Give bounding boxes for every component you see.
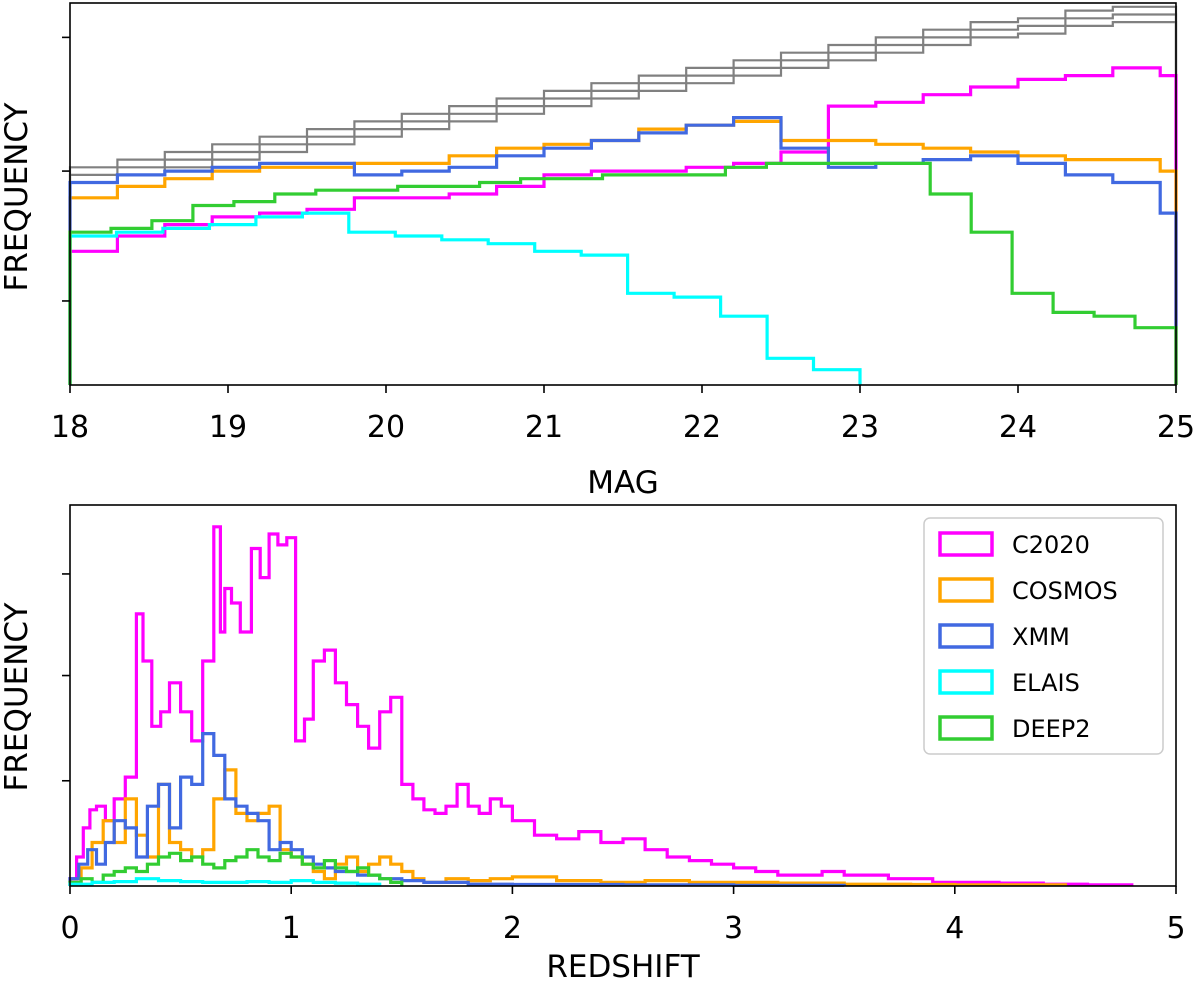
x-tick-label: 0 bbox=[60, 911, 79, 946]
legend: C2020 COSMOS XMM ELAIS DEEP2 bbox=[923, 517, 1164, 755]
x-tick-label: 24 bbox=[999, 410, 1037, 445]
redshift-series-elais bbox=[68, 877, 382, 886]
legend-frame bbox=[923, 517, 1164, 755]
redshift-series-cosmos bbox=[68, 768, 1067, 887]
x-tick-label: 4 bbox=[945, 911, 964, 946]
mag-series-cosmos bbox=[68, 119, 1178, 385]
legend-label-deep2: DEEP2 bbox=[1012, 715, 1091, 743]
redshift-x-ticks: 0 1 2 3 4 5 bbox=[60, 886, 1186, 946]
x-tick-label: 1 bbox=[282, 911, 301, 946]
reference-step-line bbox=[68, 21, 1178, 385]
mag-series-elais bbox=[68, 211, 862, 385]
legend-label-elais: ELAIS bbox=[1012, 669, 1080, 697]
redshift-plot-frame bbox=[69, 504, 1177, 887]
redshift-series-c2020 bbox=[68, 525, 1134, 887]
x-tick-label: 25 bbox=[1157, 410, 1195, 445]
legend-label-cosmos: COSMOS bbox=[1012, 577, 1118, 605]
mag-panel: 18 19 20 21 22 23 24 25 MAG FREQUENCY bbox=[0, 2, 1195, 501]
redshift-x-axis-label: REDSHIFT bbox=[546, 949, 700, 985]
redshift-series-deep2 bbox=[68, 848, 404, 886]
x-tick-label: 23 bbox=[841, 410, 879, 445]
mag-y-ticks bbox=[62, 36, 70, 302]
legend-label-c2020: C2020 bbox=[1012, 531, 1090, 559]
mag-x-ticks: 18 19 20 21 22 23 24 25 bbox=[51, 385, 1195, 445]
mag-plot-frame bbox=[69, 2, 1177, 386]
reference-step-line bbox=[68, 5, 1178, 385]
legend-swatch-c2020 bbox=[938, 531, 994, 557]
legend-swatch-cosmos bbox=[938, 577, 994, 603]
mag-series-deep2 bbox=[68, 161, 1178, 385]
reference-step-line bbox=[68, 13, 1178, 385]
legend-swatch-elais bbox=[938, 669, 994, 695]
x-tick-label: 20 bbox=[367, 410, 405, 445]
mag-series-xmm bbox=[68, 116, 1178, 385]
x-tick-label: 2 bbox=[503, 911, 522, 946]
redshift-series-xmm bbox=[68, 732, 846, 887]
mag-series-c2020 bbox=[68, 66, 1178, 385]
legend-swatch-xmm bbox=[938, 623, 994, 649]
redshift-panel: 0 1 2 3 4 5 REDSHIFT FREQUENCY C2020 COSMOS XMM… bbox=[0, 504, 1186, 985]
mag-x-axis-label: MAG bbox=[587, 465, 658, 501]
x-tick-label: 21 bbox=[525, 410, 563, 445]
mag-series-group bbox=[68, 5, 1178, 385]
mag-y-axis-label: FREQUENCY bbox=[0, 103, 35, 292]
x-tick-label: 18 bbox=[51, 410, 89, 445]
redshift-y-axis-label: FREQUENCY bbox=[0, 603, 35, 792]
x-tick-label: 22 bbox=[683, 410, 721, 445]
redshift-series-group bbox=[68, 525, 1134, 887]
redshift-y-ticks bbox=[62, 573, 70, 782]
x-tick-label: 5 bbox=[1166, 911, 1185, 946]
legend-label-xmm: XMM bbox=[1012, 623, 1070, 651]
legend-items: C2020 COSMOS XMM ELAIS DEEP2 bbox=[938, 531, 1118, 743]
legend-swatch-deep2 bbox=[938, 715, 994, 741]
x-tick-label: 19 bbox=[209, 410, 247, 445]
x-tick-label: 3 bbox=[724, 911, 743, 946]
